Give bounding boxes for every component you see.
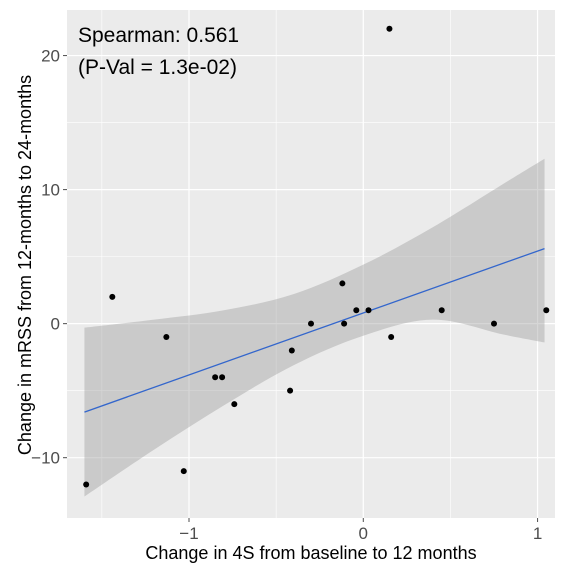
confidence-band xyxy=(84,158,545,497)
data-point xyxy=(543,307,550,314)
data-point xyxy=(109,293,116,300)
y-tick-label: 20 xyxy=(41,47,60,66)
data-point xyxy=(353,307,360,314)
y-axis-ticks: −10 0 10 20 xyxy=(31,47,67,468)
x-axis-title: Change in 4S from baseline to 12 months xyxy=(145,543,476,563)
data-point xyxy=(212,374,219,381)
y-tick-label: 10 xyxy=(41,181,60,200)
minor-gridlines xyxy=(67,10,555,518)
y-axis-title: Change in mRSS from 12-months to 24-mont… xyxy=(15,75,35,455)
data-point xyxy=(163,334,170,341)
regression-line xyxy=(84,247,545,413)
pvalue-annotation: (P-Val = 1.3e-02) xyxy=(78,56,237,79)
data-point xyxy=(308,320,314,327)
y-tick-label: 0 xyxy=(51,315,60,334)
data-point xyxy=(388,334,395,341)
data-point xyxy=(83,481,90,488)
data-point xyxy=(219,374,226,381)
data-point xyxy=(386,25,393,32)
spearman-annotation: Spearman: 0.561 xyxy=(78,24,239,47)
data-point xyxy=(288,347,295,354)
x-tick-label: −1 xyxy=(179,524,198,543)
data-point xyxy=(438,307,445,314)
data-point xyxy=(365,307,372,314)
x-axis-ticks: −1 0 1 xyxy=(179,518,542,543)
data-point xyxy=(491,320,497,327)
data-point xyxy=(180,468,187,475)
data-point xyxy=(287,387,294,394)
data-point xyxy=(339,280,346,287)
plot-panel xyxy=(67,10,555,518)
y-tick-label: −10 xyxy=(31,449,60,468)
data-point xyxy=(231,401,238,408)
data-point xyxy=(341,320,348,327)
x-tick-label: 1 xyxy=(533,524,542,543)
x-tick-label: 0 xyxy=(359,524,368,543)
data-points xyxy=(83,25,550,488)
